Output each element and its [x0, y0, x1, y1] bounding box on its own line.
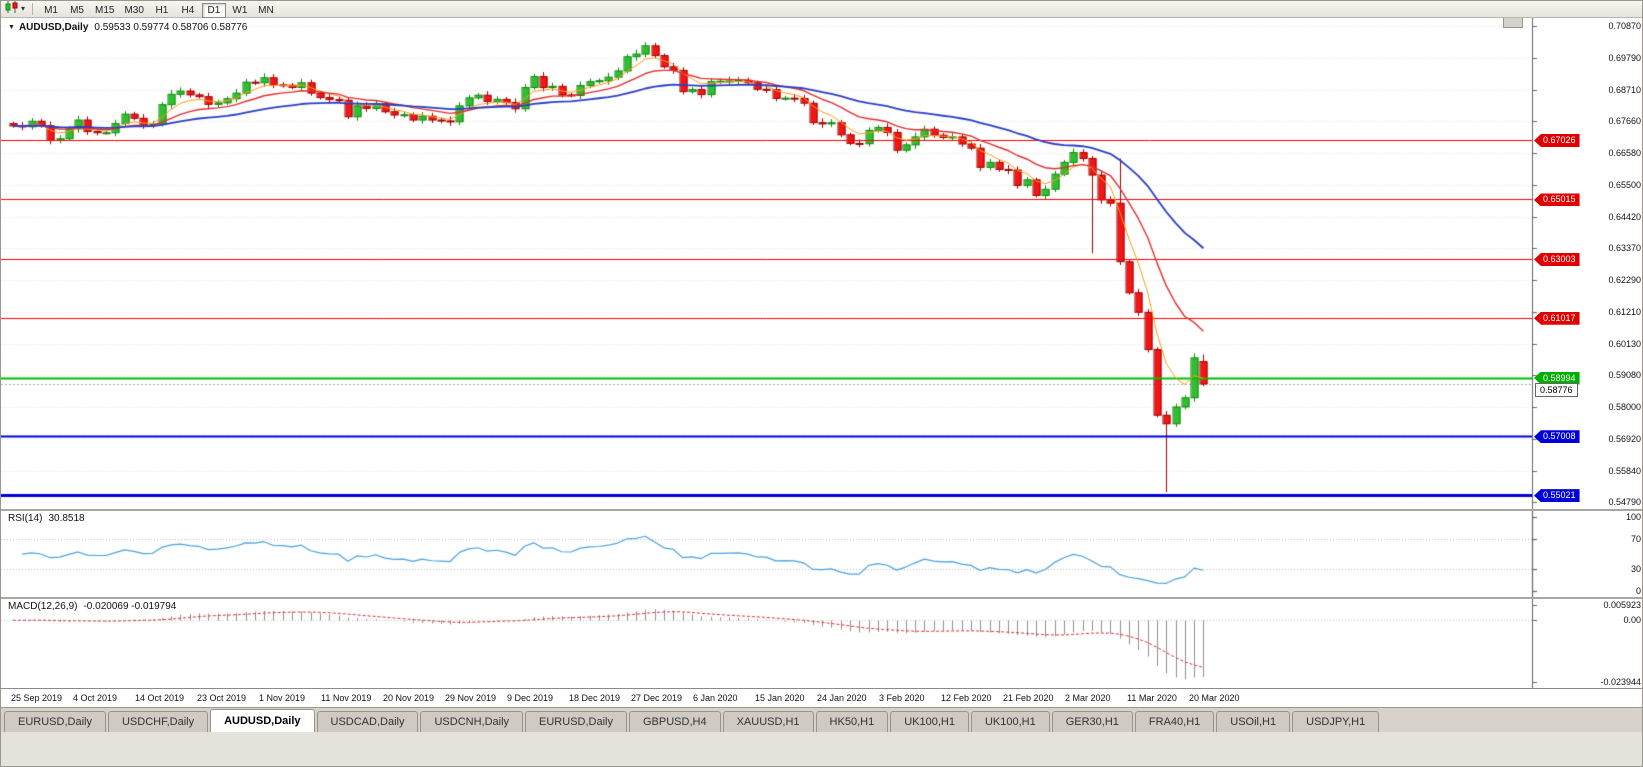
- rsi-label: RSI(14): [8, 513, 43, 524]
- chart-symbol-period: AUDUSD,Daily: [18, 22, 89, 33]
- macd-indicator-canvas[interactable]: [1, 599, 1642, 688]
- timeframe-button-m15[interactable]: M15: [91, 3, 118, 18]
- chart-tab-xauusd-h1[interactable]: XAUUSD,H1: [722, 711, 814, 732]
- timeframe-button-m30[interactable]: M30: [120, 3, 147, 18]
- macd-label: MACD(12,26,9): [8, 601, 78, 612]
- chart-menu-icon[interactable]: ▼: [8, 24, 15, 31]
- date-label: 24 Jan 2020: [817, 693, 867, 703]
- chart-tab-uk100-h1[interactable]: UK100,H1: [890, 711, 969, 732]
- timeframe-button-mn[interactable]: MN: [254, 3, 278, 18]
- chart-tab-eurusd-daily[interactable]: EURUSD,Daily: [525, 711, 627, 732]
- date-label: 20 Mar 2020: [1189, 693, 1240, 703]
- chart-tab-usdchf-daily[interactable]: USDCHF,Daily: [107, 711, 209, 732]
- rsi-indicator-canvas[interactable]: [1, 511, 1642, 597]
- toolbar: ▾ M1 M5 M15 M30 H1 H4 D1 W1 MN: [1, 1, 1642, 18]
- date-label: 20 Nov 2019: [383, 693, 435, 703]
- candlestick-chart-icon: [5, 1, 20, 18]
- date-label: 18 Dec 2019: [569, 693, 621, 703]
- timeframe-button-m1[interactable]: M1: [39, 3, 63, 18]
- date-label: 25 Sep 2019: [11, 693, 63, 703]
- date-label: 14 Oct 2019: [135, 693, 185, 703]
- chart-ohlc-values: 0.59533 0.59774 0.58706 0.58776: [94, 22, 248, 33]
- date-label: 11 Nov 2019: [321, 693, 372, 703]
- date-label: 2 Mar 2020: [1065, 693, 1111, 703]
- timeframe-button-d1[interactable]: D1: [201, 3, 226, 18]
- chart-tab-usoil-h1[interactable]: USOil,H1: [1216, 711, 1291, 732]
- date-label: 15 Jan 2020: [755, 693, 805, 703]
- macd-values: -0.020069 -0.019794: [83, 601, 177, 612]
- chevron-down-icon: ▾: [21, 4, 26, 13]
- panel-splitter-macd[interactable]: [1, 597, 1642, 599]
- date-label: 9 Dec 2019: [507, 693, 554, 703]
- chart-tab-usdcad-daily[interactable]: USDCAD,Daily: [316, 711, 419, 732]
- chart-tab-gbpusd-h4[interactable]: GBPUSD,H4: [629, 711, 721, 732]
- chart-tab-audusd-daily[interactable]: AUDUSD,Daily: [210, 709, 315, 732]
- chart-tab-hk50-h1[interactable]: HK50,H1: [815, 711, 889, 732]
- main-chart-canvas[interactable]: [1, 18, 1642, 509]
- panel-splitter-rsi[interactable]: [1, 509, 1642, 511]
- date-label: 11 Mar 2020: [1127, 693, 1177, 703]
- date-label: 23 Oct 2019: [197, 693, 247, 703]
- date-label: 4 Oct 2019: [73, 693, 118, 703]
- chart-type-button[interactable]: ▾: [5, 1, 26, 18]
- toolbar-separator: [32, 3, 34, 15]
- chart-tabs: EURUSD,Daily USDCHF,Daily AUDUSD,Daily USDC…: [1, 707, 1642, 732]
- rsi-title: RSI(14) 30.8518: [8, 513, 85, 524]
- chart-tab-eurusd-daily[interactable]: EURUSD,Daily: [4, 711, 106, 732]
- date-label: 1 Nov 2019: [259, 693, 306, 703]
- date-label: 29 Nov 2019: [445, 693, 497, 703]
- chart-tab-usdcnh-daily[interactable]: USDCNH,Daily: [420, 711, 524, 732]
- date-label: 21 Feb 2020: [1003, 693, 1054, 703]
- status-strip: [1, 732, 1642, 766]
- timeframe-button-h4[interactable]: H4: [176, 3, 200, 18]
- chart-tab-fra40-h1[interactable]: FRA40,H1: [1134, 711, 1215, 732]
- date-label: 12 Feb 2020: [941, 693, 992, 703]
- timeframe-button-h1[interactable]: H1: [150, 3, 174, 18]
- date-label: 6 Jan 2020: [693, 693, 738, 703]
- macd-title: MACD(12,26,9) -0.020069 -0.019794: [8, 601, 176, 612]
- chart-tab-uk100-h1[interactable]: UK100,H1: [970, 711, 1050, 732]
- rsi-value: 30.8518: [48, 513, 85, 524]
- timeframe-button-w1[interactable]: W1: [228, 3, 252, 18]
- date-label: 3 Feb 2020: [879, 693, 925, 703]
- date-label: 27 Dec 2019: [631, 693, 683, 703]
- timeframe-buttons: M1 M5 M15 M30 H1 H4 D1 W1 MN: [38, 1, 279, 18]
- chart-tab-usdjpy-h1[interactable]: USDJPY,H1: [1292, 711, 1380, 732]
- date-axis[interactable]: 25 Sep 2019 4 Oct 2019 14 Oct 2019 23 Oct 2…: [1, 688, 1642, 707]
- chart-tab-ger30-h1[interactable]: GER30,H1: [1051, 711, 1133, 732]
- chart-title: ▼ AUDUSD,Daily 0.59533 0.59774 0.58706 0.5…: [8, 22, 247, 33]
- timeframe-button-m5[interactable]: M5: [65, 3, 89, 18]
